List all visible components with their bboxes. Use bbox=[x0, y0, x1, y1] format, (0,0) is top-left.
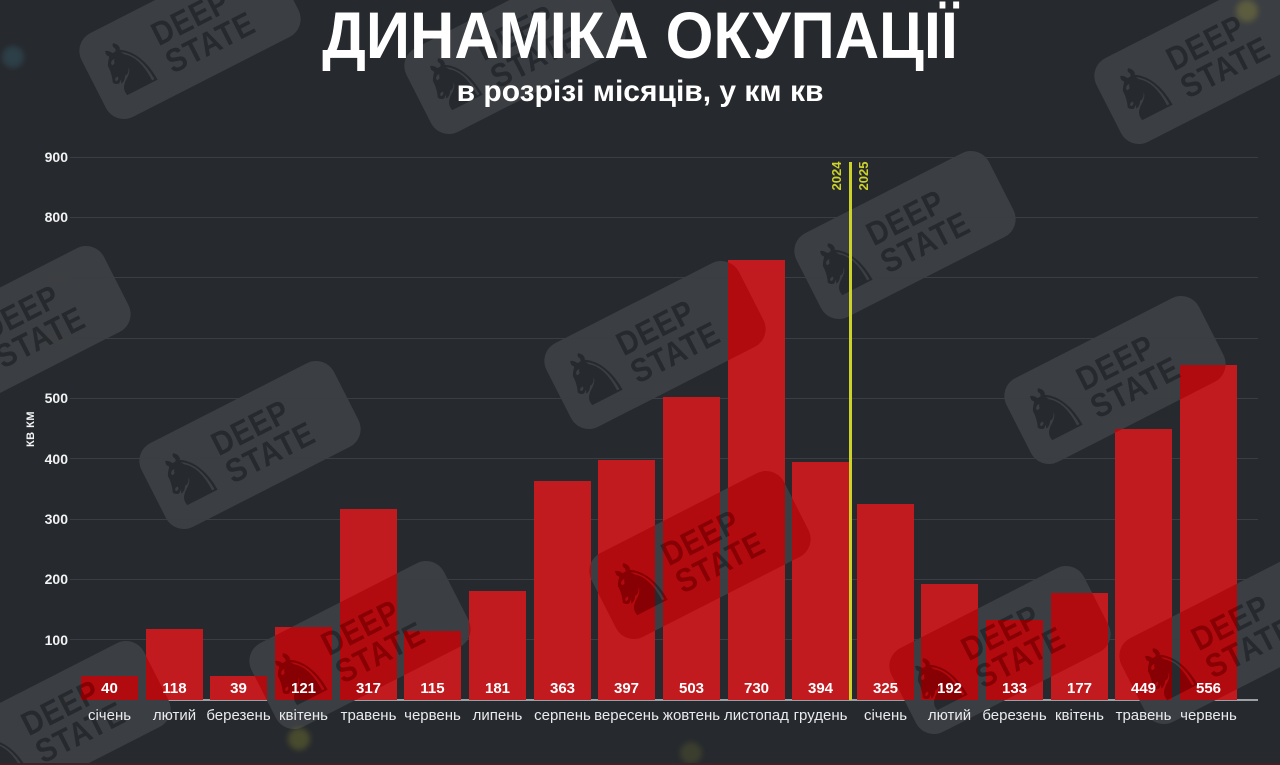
chart-bar bbox=[1180, 365, 1237, 700]
watermark-text: DEEP STATE bbox=[206, 389, 319, 488]
chart-bar bbox=[663, 397, 720, 700]
watermark-text: DEEP STATE bbox=[861, 179, 974, 278]
y-axis-tick-label: 100 bbox=[26, 632, 68, 648]
chart-subtitle: в розрізі місяців, у км кв bbox=[0, 74, 1280, 110]
x-axis-label: червень bbox=[1171, 707, 1247, 725]
watermark-text: DEEP STATE bbox=[1071, 324, 1184, 423]
year-divider-label-2024: 2024 bbox=[830, 160, 844, 192]
year-divider-line bbox=[849, 162, 852, 700]
gridline-600 bbox=[70, 338, 1258, 339]
y-axis-tick-label: 0 bbox=[26, 692, 68, 708]
bar-value-label: 503 bbox=[663, 681, 720, 697]
knight-icon: ♞ bbox=[1008, 365, 1098, 458]
bar-value-label: 121 bbox=[275, 681, 332, 697]
chart-canvas: ДИНАМІКА ОКУПАЦІЇ в розрізі місяців, у к… bbox=[0, 0, 1280, 765]
bar-value-label: 39 bbox=[210, 681, 267, 697]
bar-value-label: 325 bbox=[857, 681, 914, 697]
ua-badge-icon bbox=[680, 742, 702, 764]
knight-icon: ♞ bbox=[798, 220, 888, 313]
ua-badge-icon bbox=[288, 728, 310, 750]
bar-value-label: 317 bbox=[340, 681, 397, 697]
bar-value-label: 449 bbox=[1115, 681, 1172, 697]
bar-value-label: 363 bbox=[534, 681, 591, 697]
deepstate-watermark: ♞ DEEP STATE bbox=[132, 354, 367, 536]
chart-title: ДИНАМІКА ОКУПАЦІЇ bbox=[45, 0, 1235, 70]
deepstate-watermark: ♞ DEEP STATE bbox=[787, 144, 1022, 326]
y-axis-tick-label: 300 bbox=[26, 511, 68, 527]
y-axis-tick-label: 900 bbox=[26, 149, 68, 165]
ua-badge-icon bbox=[1236, 0, 1258, 22]
bar-value-label: 730 bbox=[728, 681, 785, 697]
gridline-800 bbox=[70, 217, 1258, 218]
bar-value-label: 181 bbox=[469, 681, 526, 697]
deepstate-watermark: ♞ DEEP STATE bbox=[0, 239, 138, 421]
y-axis-title: КВ КМ bbox=[23, 384, 39, 474]
bar-value-label: 115 bbox=[404, 681, 461, 697]
bar-value-label: 177 bbox=[1051, 681, 1108, 697]
gridline-700 bbox=[70, 277, 1258, 278]
watermark-text: DEEP STATE bbox=[611, 289, 724, 388]
chart-bar bbox=[340, 509, 397, 700]
knight-icon: ♞ bbox=[143, 430, 233, 523]
knight-icon: ♞ bbox=[0, 315, 3, 408]
bar-value-label: 556 bbox=[1180, 681, 1237, 697]
bar-value-label: 192 bbox=[921, 681, 978, 697]
watermark-text: DEEP STATE bbox=[0, 274, 89, 373]
chart-bar bbox=[598, 460, 655, 700]
year-divider-label-2025: 2025 bbox=[857, 160, 871, 192]
bar-value-label: 133 bbox=[986, 681, 1043, 697]
chart-bar bbox=[534, 481, 591, 700]
bar-value-label: 397 bbox=[598, 681, 655, 697]
y-axis-tick-label: 200 bbox=[26, 571, 68, 587]
chart-bar bbox=[857, 504, 914, 700]
y-axis-tick-label: 700 bbox=[26, 270, 68, 286]
chart-bar bbox=[728, 260, 785, 700]
y-axis-tick-label: 600 bbox=[26, 330, 68, 346]
bar-value-label: 40 bbox=[81, 681, 138, 697]
y-axis-tick-label: 800 bbox=[26, 209, 68, 225]
knight-icon: ♞ bbox=[548, 330, 638, 423]
gridline-900 bbox=[70, 157, 1258, 158]
chart-bar bbox=[792, 462, 849, 700]
bar-value-label: 394 bbox=[792, 681, 849, 697]
chart-bar bbox=[1115, 429, 1172, 700]
ua-badge-icon bbox=[2, 46, 24, 68]
knight-icon: ♞ bbox=[0, 710, 43, 765]
bar-value-label: 118 bbox=[146, 681, 203, 697]
